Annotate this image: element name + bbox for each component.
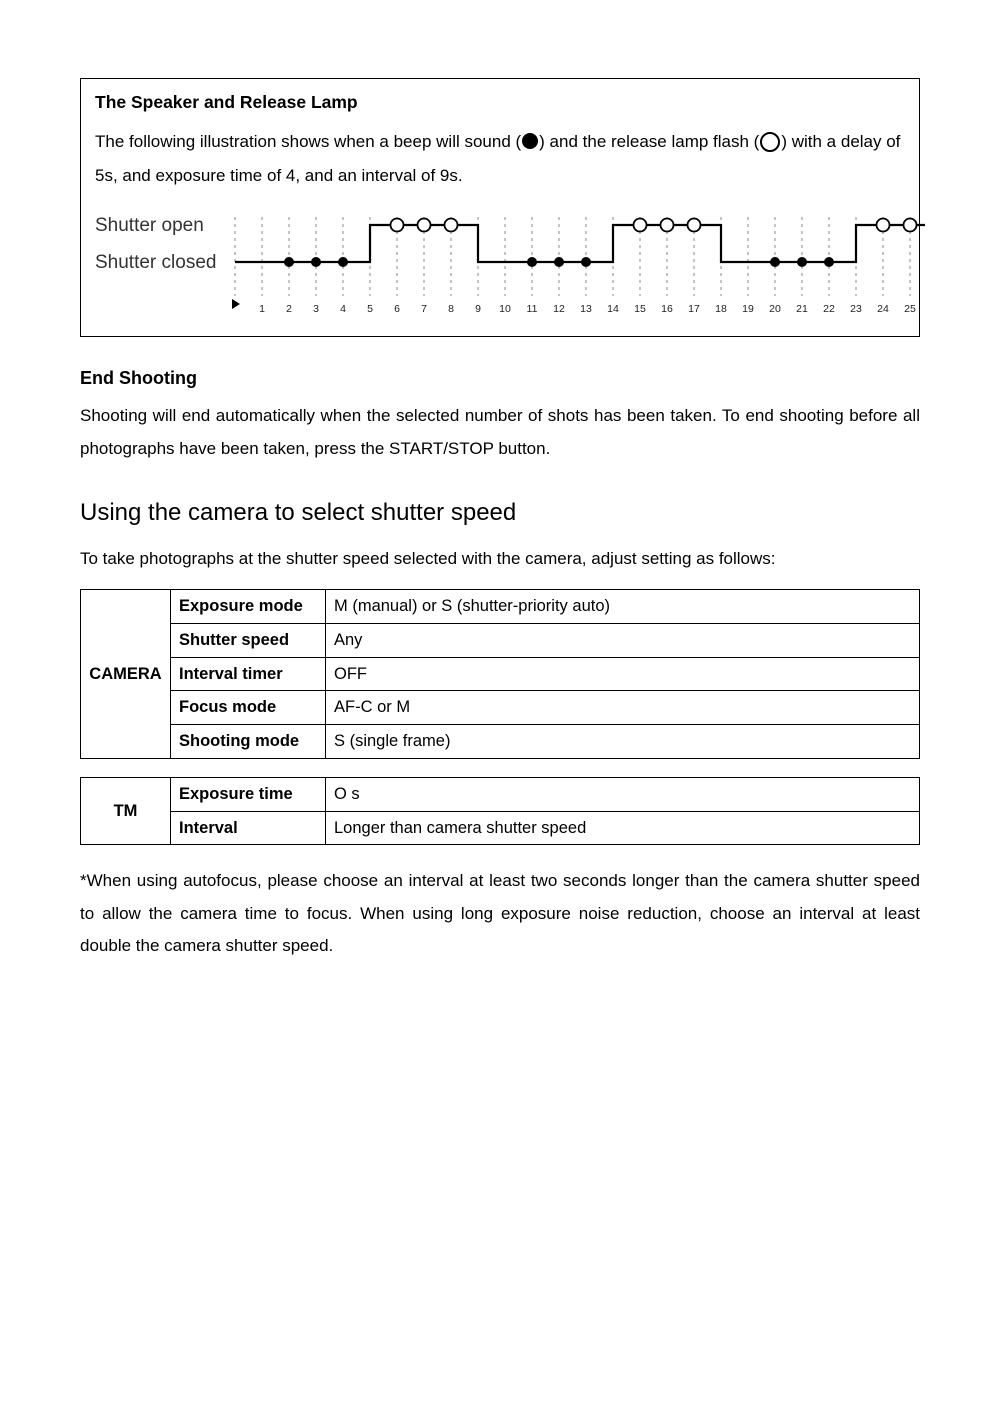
table-row: Shutter speedAny — [81, 623, 920, 657]
beep-dot-icon — [284, 257, 294, 267]
tick-label: 23 — [850, 303, 862, 315]
value-cell: OFF — [326, 657, 920, 691]
value-cell: Longer than camera shutter speed — [326, 811, 920, 845]
tick-label: 7 — [421, 303, 427, 315]
param-cell: Exposure mode — [171, 590, 326, 624]
beep-dot-icon — [797, 257, 807, 267]
table-row: CAMERAExposure modeM (manual) or S (shut… — [81, 590, 920, 624]
param-cell: Shooting mode — [171, 725, 326, 759]
table-row: Focus modeAF-C or M — [81, 691, 920, 725]
value-cell: O s — [326, 777, 920, 811]
tick-label: 5 — [367, 303, 373, 315]
tick-label: 16 — [661, 303, 673, 315]
param-cell: Exposure time — [171, 777, 326, 811]
tick-label: 4 — [340, 303, 346, 315]
tick-label: 11 — [527, 303, 538, 315]
param-cell: Focus mode — [171, 691, 326, 725]
lamp-dot-icon — [418, 219, 431, 232]
end-shooting-heading: End Shooting — [80, 365, 920, 392]
speaker-box-description: The following illustration shows when a … — [95, 125, 905, 193]
timing-path — [235, 225, 925, 262]
tick-label: 18 — [715, 303, 727, 315]
beep-dot-icon — [581, 257, 591, 267]
beep-dot-icon — [554, 257, 564, 267]
desc-mid: ) and the release lamp flash ( — [539, 132, 759, 151]
tick-label: 12 — [553, 303, 565, 315]
tick-label: 13 — [580, 303, 592, 315]
tick-label: 14 — [607, 303, 619, 315]
beep-dot-icon — [527, 257, 537, 267]
value-cell: S (single frame) — [326, 725, 920, 759]
tick-label: 25 — [904, 303, 916, 315]
value-cell: Any — [326, 623, 920, 657]
end-shooting-body: Shooting will end automatically when the… — [80, 400, 920, 465]
value-cell: AF-C or M — [326, 691, 920, 725]
tick-label: 3 — [313, 303, 319, 315]
tick-label: 2 — [286, 303, 292, 315]
beep-dot-icon — [824, 257, 834, 267]
footnote-text: *When using autofocus, please choose an … — [80, 865, 920, 962]
lamp-dot-icon — [904, 219, 917, 232]
timing-diagram-svg: Shutter openShutter closed12345678910111… — [95, 207, 925, 322]
param-cell: Interval timer — [171, 657, 326, 691]
lamp-dot-icon — [391, 219, 404, 232]
tick-label: 21 — [796, 303, 808, 315]
lamp-dot-icon — [688, 219, 701, 232]
tick-label: 17 — [688, 303, 700, 315]
value-cell: M (manual) or S (shutter-priority auto) — [326, 590, 920, 624]
beep-dot-icon — [338, 257, 348, 267]
camera-settings-table: CAMERAExposure modeM (manual) or S (shut… — [80, 589, 920, 759]
lamp-icon — [760, 132, 780, 152]
shutter-section-heading: Using the camera to select shutter speed — [80, 495, 920, 531]
tick-label: 6 — [394, 303, 400, 315]
lamp-dot-icon — [661, 219, 674, 232]
tick-label: 1 — [259, 303, 265, 315]
table-row: Interval timerOFF — [81, 657, 920, 691]
lamp-dot-icon — [877, 219, 890, 232]
table-row: IntervalLonger than camera shutter speed — [81, 811, 920, 845]
tick-label: 19 — [742, 303, 754, 315]
lamp-dot-icon — [634, 219, 647, 232]
param-cell: Interval — [171, 811, 326, 845]
beep-dot-icon — [311, 257, 321, 267]
tm-settings-table: TMExposure timeO sIntervalLonger than ca… — [80, 777, 920, 846]
tick-label: 22 — [823, 303, 835, 315]
speaker-release-box: The Speaker and Release Lamp The followi… — [80, 78, 920, 337]
param-cell: Shutter speed — [171, 623, 326, 657]
table-row: TMExposure timeO s — [81, 777, 920, 811]
desc-pre: The following illustration shows when a … — [95, 132, 521, 151]
tick-label: 8 — [448, 303, 454, 315]
beep-icon — [522, 133, 538, 149]
table-row: Shooting modeS (single frame) — [81, 725, 920, 759]
speaker-box-title: The Speaker and Release Lamp — [95, 89, 905, 115]
tm-group-cell: TM — [81, 777, 171, 845]
tick-label: 20 — [769, 303, 781, 315]
tick-label: 24 — [877, 303, 889, 315]
camera-group-cell: CAMERA — [81, 590, 171, 759]
shutter-open-label: Shutter open — [95, 215, 204, 236]
shutter-section-intro: To take photographs at the shutter speed… — [80, 543, 920, 575]
timing-diagram: Shutter openShutter closed12345678910111… — [95, 207, 905, 322]
shutter-closed-label: Shutter closed — [95, 252, 216, 273]
origin-arrow-icon — [232, 299, 240, 309]
tick-label: 15 — [634, 303, 646, 315]
lamp-dot-icon — [445, 219, 458, 232]
tick-label: 10 — [499, 303, 511, 315]
beep-dot-icon — [770, 257, 780, 267]
tick-label: 9 — [475, 303, 481, 315]
